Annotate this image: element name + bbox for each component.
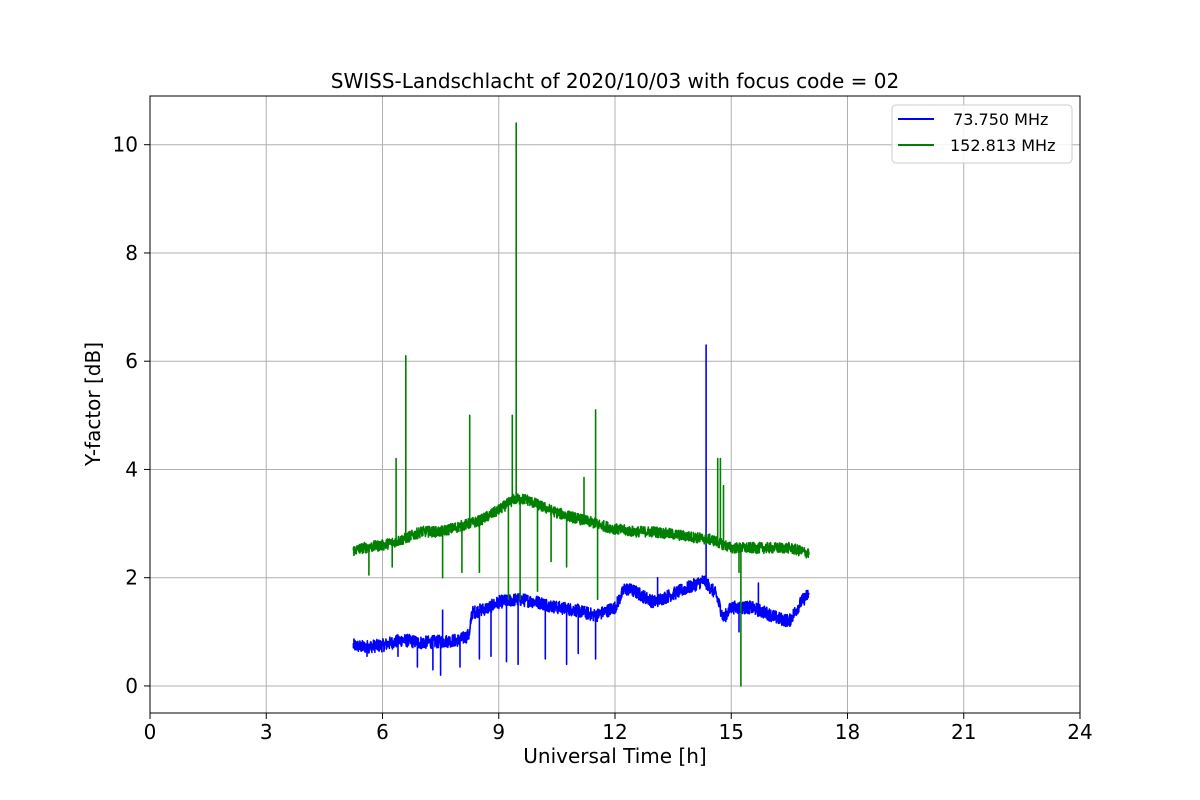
legend-label-152813: 152.813 MHz (950, 136, 1055, 155)
x-tick-label: 0 (144, 720, 157, 744)
x-tick-label: 18 (835, 720, 860, 744)
y-tick-label: 0 (125, 674, 138, 698)
series-line-0 (352, 344, 810, 676)
y-tick-label: 2 (125, 566, 138, 590)
y-axis-label: Y-factor [dB] (81, 342, 105, 467)
x-tick-label: 3 (260, 720, 273, 744)
y-tick-label: 10 (113, 133, 138, 157)
x-tick-label: 6 (376, 720, 389, 744)
x-tick-label: 12 (602, 720, 627, 744)
chart-title: SWISS-Landschlacht of 2020/10/03 with fo… (331, 69, 899, 93)
series-layer (352, 122, 810, 687)
y-tick-label: 6 (125, 349, 138, 373)
x-axis-label: Universal Time [h] (523, 744, 706, 768)
legend: 73.750 MHz 152.813 MHz (891, 104, 1073, 164)
y-tick-label: 4 (125, 457, 138, 481)
x-tick-label: 9 (492, 720, 505, 744)
legend-label-73750: 73.750 MHz (948, 110, 1048, 129)
series-line-1 (352, 122, 810, 687)
x-tick-label: 15 (719, 720, 744, 744)
x-tick-label: 21 (951, 720, 976, 744)
x-tick-label: 24 (1067, 720, 1092, 744)
legend-box (891, 104, 1073, 164)
y-tick-label: 8 (125, 241, 138, 265)
